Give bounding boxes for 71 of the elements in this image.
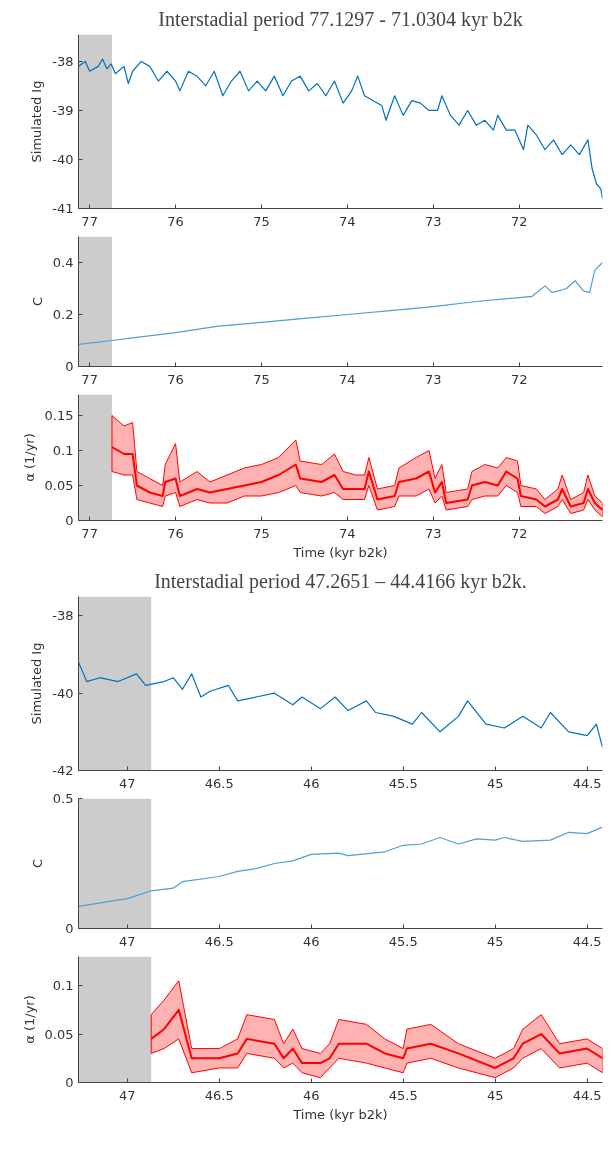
y-axis-title: Simulated Ig — [29, 642, 45, 725]
x-tick-label: 47 — [119, 933, 136, 949]
y-tick-label: 0.4 — [52, 255, 74, 270]
y-tick-label: -39 — [52, 102, 74, 118]
y-axis-title: C — [29, 296, 45, 307]
line-series — [150, 1008, 603, 1069]
x-tick-label: 46.5 — [204, 933, 234, 949]
x-tick-label: 73 — [425, 525, 442, 541]
x-tick-label: 45.5 — [388, 933, 418, 949]
x-tick-label: 72 — [510, 213, 528, 229]
x-tick-label: 76 — [167, 213, 184, 229]
y-axis-title: α (1/yr) — [21, 995, 37, 1044]
y-tick-label: -38 — [52, 53, 74, 69]
x-tick-label: 73 — [425, 213, 442, 229]
x-tick-label: 47 — [119, 1087, 136, 1103]
y-tick-label: 0 — [65, 1075, 74, 1090]
x-tick-label: 46 — [302, 775, 320, 791]
x-tick-label: 46.5 — [204, 1087, 234, 1103]
y-tick-label: 0.05 — [44, 478, 74, 493]
y-tick-label: -41 — [52, 201, 74, 216]
y-tick-label: 0.2 — [52, 307, 74, 322]
x-tick-label: 74 — [339, 525, 356, 541]
x-tick-label: 46.5 — [204, 775, 234, 791]
x-tick-label: 75 — [253, 525, 270, 541]
y-axis-title: Simulated Ig — [29, 80, 45, 163]
y-tick-label: 0 — [65, 359, 74, 374]
x-tick-label: 46 — [302, 933, 320, 949]
x-tick-label: 77 — [81, 213, 98, 229]
y-axis-title: α (1/yr) — [21, 433, 37, 482]
x-tick-label: 45 — [486, 1087, 504, 1103]
y-tick-label: 0.05 — [44, 1026, 74, 1042]
chart-title: Interstadial period 47.2651 – 44.4166 kyr b2k. — [154, 569, 527, 593]
x-tick-label: 74 — [339, 213, 356, 229]
x-tick-label: 74 — [339, 371, 356, 387]
y-tick-label: -38 — [52, 608, 74, 624]
y-tick-label: 0 — [65, 513, 74, 528]
x-tick-label: 76 — [167, 371, 184, 387]
x-tick-label: 45 — [486, 933, 504, 949]
x-tick-label: 75 — [253, 213, 270, 229]
line-series — [78, 261, 603, 345]
y-tick-label: -40 — [52, 151, 74, 167]
x-tick-label: 44.5 — [572, 1087, 602, 1103]
x-axis-title: Time (kyr b2k) — [292, 1106, 388, 1122]
x-tick-label: 44.5 — [572, 933, 602, 949]
x-tick-label: 45.5 — [388, 1087, 418, 1103]
y-tick-label: 0.15 — [44, 408, 74, 423]
y-tick-label: -40 — [52, 685, 74, 701]
x-tick-label: 77 — [81, 371, 98, 387]
y-tick-label: 0.5 — [52, 791, 74, 806]
x-tick-label: 45 — [486, 775, 504, 791]
line-series — [110, 446, 603, 511]
x-tick-label: 45.5 — [388, 775, 418, 791]
x-tick-label: 75 — [253, 371, 270, 387]
x-tick-label: 44.5 — [572, 775, 602, 791]
x-tick-label: 46 — [302, 1087, 320, 1103]
x-tick-label: 72 — [510, 525, 528, 541]
chart-title: Interstadial period 77.1297 - 71.0304 kyr b2k — [158, 7, 523, 31]
y-tick-label: 0.1 — [52, 443, 74, 458]
line-series — [78, 661, 603, 748]
line-series — [78, 58, 603, 200]
x-tick-label: 47 — [119, 775, 136, 791]
x-tick-label: 76 — [167, 525, 184, 541]
x-tick-label: 72 — [510, 371, 528, 387]
x-tick-label: 73 — [425, 371, 442, 387]
x-tick-label: 77 — [81, 525, 98, 541]
line-series — [78, 826, 603, 907]
y-tick-label: 0 — [65, 921, 74, 936]
y-axis-title: C — [29, 858, 45, 869]
y-tick-label: -42 — [52, 763, 74, 778]
y-tick-label: 0.1 — [52, 978, 74, 994]
x-axis-title: Time (kyr b2k) — [292, 544, 388, 560]
